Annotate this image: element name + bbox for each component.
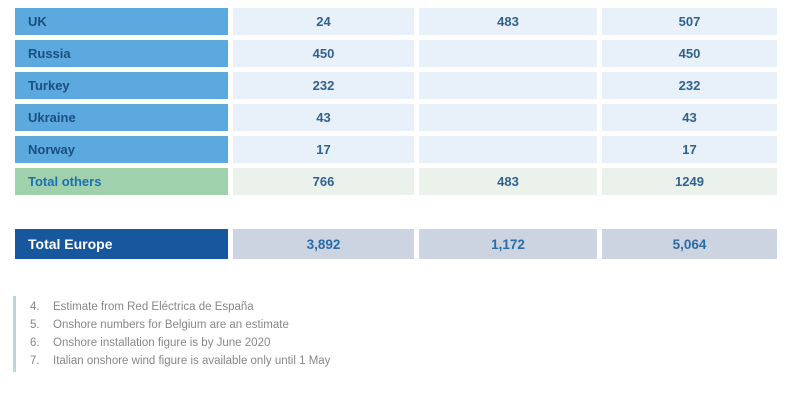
row-value-cell-3: 17 (602, 136, 777, 163)
row-value-cell-3: 507 (602, 8, 777, 35)
total-europe-value-cell-2: 1,172 (419, 229, 597, 259)
footnotes: 4. Estimate from Red Eléctrica de España… (13, 296, 330, 372)
row-value-cell-3: 450 (602, 40, 777, 67)
total-europe-label-cell: Total Europe (15, 229, 228, 259)
row-value-cell-3: 43 (602, 104, 777, 131)
footnote-number: 4. (30, 301, 40, 313)
row-value-cell-2 (419, 72, 597, 99)
row-value-cell-2 (419, 104, 597, 131)
row-label-cell: UK (15, 8, 228, 35)
footnote-number: 5. (30, 319, 40, 331)
row-value-cell-2: 483 (419, 8, 597, 35)
footnote-text: Onshore numbers for Belgium are an estim… (53, 319, 289, 331)
row-value-cell-1: 43 (233, 104, 414, 131)
footnote-line: 6. Onshore installation figure is by Jun… (30, 334, 330, 352)
row-value-cell-2 (419, 40, 597, 67)
row-value-cell-2: 483 (419, 168, 597, 195)
total-europe-row: Total Europe 3,892 1,172 5,064 (15, 229, 777, 259)
footnote-number: 6. (30, 337, 40, 349)
footnote-number: 7. (30, 355, 40, 367)
footnote-line: 7. Italian onshore wind figure is availa… (30, 352, 330, 370)
row-value-cell-3: 1249 (602, 168, 777, 195)
wind-capacity-table: UK 24 483 507 Russia 450 450 Turkey 232 … (15, 8, 777, 195)
row-value-cell-1: 17 (233, 136, 414, 163)
row-label-cell: Russia (15, 40, 228, 67)
row-label-cell: Norway (15, 136, 228, 163)
total-europe-value-cell-1: 3,892 (233, 229, 414, 259)
footnote-text: Italian onshore wind figure is available… (53, 355, 331, 367)
row-label-cell: Turkey (15, 72, 228, 99)
footnote-text: Onshore installation figure is by June 2… (53, 337, 271, 349)
row-value-cell-1: 24 (233, 8, 414, 35)
footnote-line: 4. Estimate from Red Eléctrica de España (30, 298, 330, 316)
total-europe-value-cell-3: 5,064 (602, 229, 777, 259)
row-label-cell: Total others (15, 168, 228, 195)
footnote-text: Estimate from Red Eléctrica de España (53, 301, 254, 313)
row-label-cell: Ukraine (15, 104, 228, 131)
row-value-cell-3: 232 (602, 72, 777, 99)
row-value-cell-1: 766 (233, 168, 414, 195)
row-value-cell-2 (419, 136, 597, 163)
row-value-cell-1: 232 (233, 72, 414, 99)
footnote-line: 5. Onshore numbers for Belgium are an es… (30, 316, 330, 334)
row-value-cell-1: 450 (233, 40, 414, 67)
